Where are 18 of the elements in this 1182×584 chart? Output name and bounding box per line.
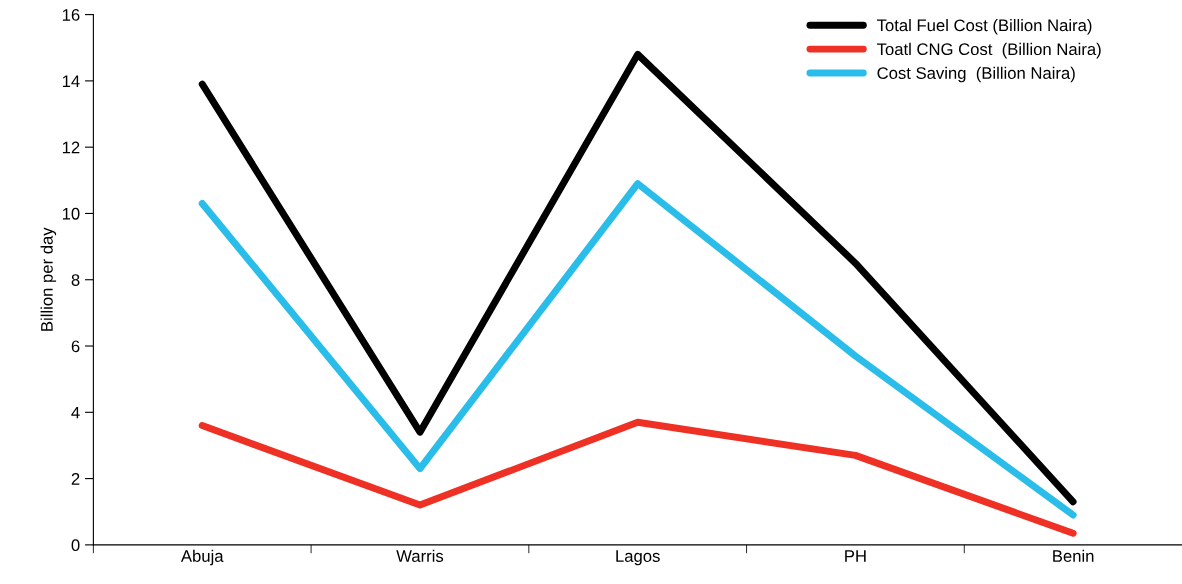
y-tick-label: 16 xyxy=(62,9,80,21)
y-tick-label: 12 xyxy=(62,141,80,154)
y-tick-label: 4 xyxy=(71,406,80,419)
y-tick-label: 10 xyxy=(62,207,80,220)
x-tick-label: Benin xyxy=(1053,549,1094,562)
x-tick-label: Abuja xyxy=(180,549,224,566)
x-tick-label: Lagos xyxy=(616,550,660,566)
legend-label: Toatl CNG Cost (Billion Naira) xyxy=(877,42,1101,59)
x-tick-label: Warris xyxy=(396,549,444,562)
y-tick-label: 14 xyxy=(62,75,80,87)
y-tick-label: 2 xyxy=(71,472,80,485)
legend-label: Total Fuel Cost (Billion Naira) xyxy=(877,18,1092,35)
y-tick-label: 8 xyxy=(71,274,80,286)
y-tick-label: 0 xyxy=(71,539,80,552)
y-axis-title: Billion per day xyxy=(40,227,57,331)
x-tick-label: PH xyxy=(845,550,866,562)
y-tick-label: 6 xyxy=(71,340,80,353)
legend-label: Cost Saving (Billion Naira) xyxy=(877,66,1075,83)
